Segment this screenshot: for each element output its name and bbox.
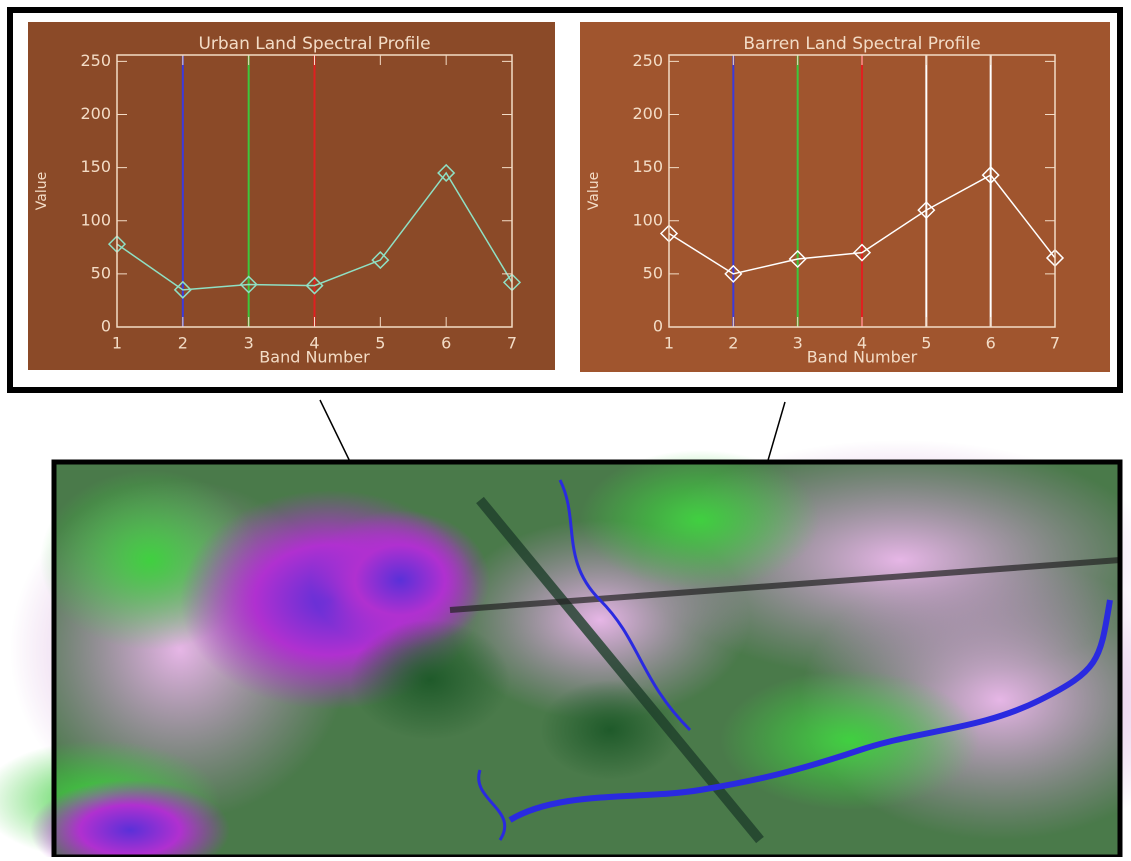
data-point [305,276,324,295]
data-point [724,264,743,283]
y-tick-label: 0 [653,317,663,336]
x-tick-label: 3 [793,334,803,353]
y-tick-label: 200 [80,104,111,123]
y-tick-label: 250 [80,51,111,70]
data-point [852,243,872,262]
y-tick-label: 50 [91,263,111,282]
y-tick-label: 100 [632,210,663,229]
y-tick-label: 150 [632,157,663,176]
chart-title: Barren Land Spectral Profile [743,34,980,54]
x-tick-label: 2 [728,334,738,353]
x-tick-label: 1 [112,334,122,353]
x-tick-label: 5 [375,334,385,353]
data-point [917,201,936,220]
x-tick-label: 7 [507,334,517,353]
data-point [239,275,258,294]
x-tick-label: 4 [857,334,867,353]
data-point [173,280,192,299]
y-tick-label: 0 [101,317,111,336]
plot-panel [28,22,555,370]
series-line [668,174,1056,275]
y-tick-label: 250 [632,51,663,70]
y-tick-label: 50 [643,263,663,282]
y-axis-label: Value [34,172,50,210]
x-tick-label: 1 [664,334,674,353]
x-tick-label: 7 [1050,334,1060,353]
x-tick-label: 6 [441,334,451,353]
x-axis-label: Band Number [807,348,918,367]
data-point [788,249,807,269]
satellite-image [0,440,1131,861]
y-tick-label: 150 [80,157,111,176]
y-tick-label: 200 [632,104,663,123]
y-tick-label: 100 [80,210,111,229]
data-point [371,251,390,270]
data-point [981,166,1000,185]
series-line [116,171,513,291]
x-tick-label: 6 [986,334,996,353]
data-point [437,163,456,182]
chart-title: Urban Land Spectral Profile [198,34,430,54]
x-tick-label: 4 [309,334,319,353]
x-tick-label: 2 [178,334,188,353]
x-tick-label: 3 [244,334,254,353]
x-tick-label: 5 [921,334,931,353]
y-axis-label: Value [586,172,602,210]
x-axis-label: Band Number [259,348,370,367]
